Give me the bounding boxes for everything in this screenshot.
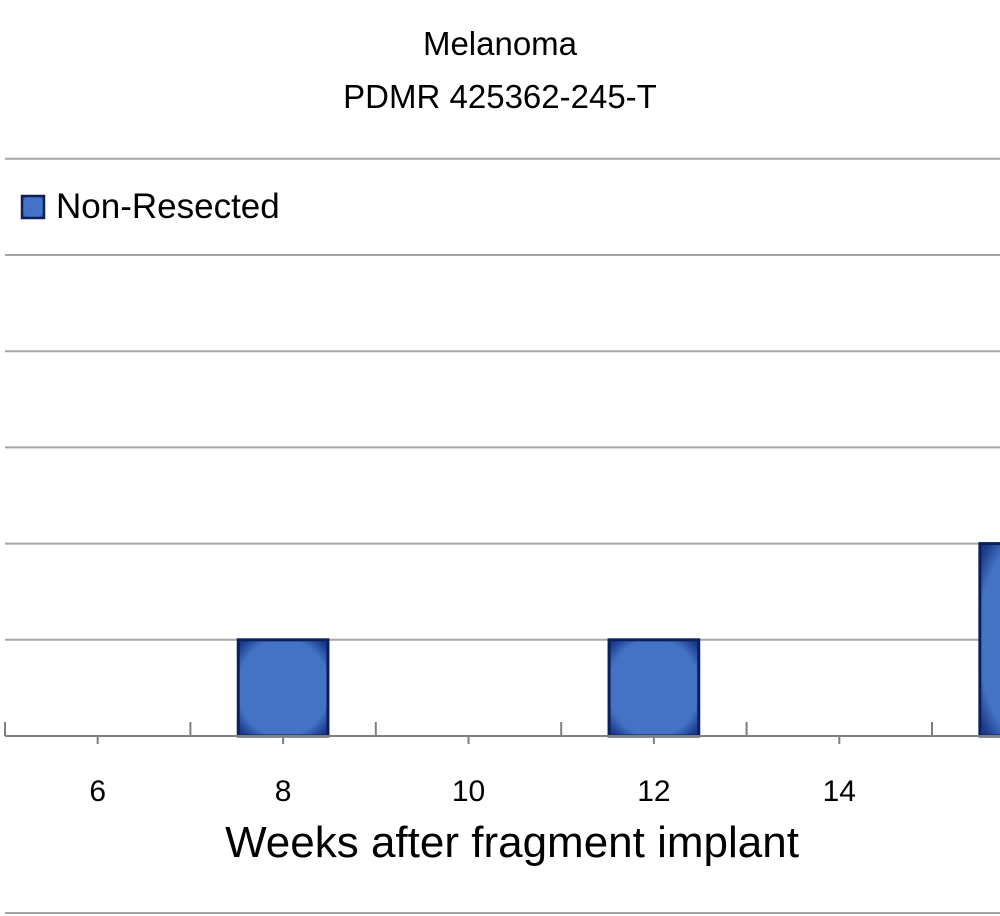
x-tick-label: 10 <box>452 775 485 808</box>
legend: Non-Resected <box>20 187 280 226</box>
bars <box>236 542 1000 738</box>
x-axis-ticks: 6 8 10 12 14 <box>4 722 933 808</box>
x-axis-label: Weeks after fragment implant <box>225 818 799 867</box>
legend-swatch <box>20 194 46 220</box>
x-tick-label: 8 <box>275 775 292 808</box>
bar <box>236 638 330 738</box>
gridlines <box>5 157 1000 641</box>
x-tick-label: 12 <box>637 775 670 808</box>
x-tick-label: 6 <box>89 775 106 808</box>
legend-label: Non-Resected <box>56 187 280 226</box>
bar <box>978 542 1000 738</box>
bar <box>607 638 701 738</box>
chart-title-line1: Melanoma <box>423 25 578 62</box>
x-tick-label: 14 <box>823 775 856 808</box>
chart-title-line2: PDMR 425362-245-T <box>343 78 657 115</box>
